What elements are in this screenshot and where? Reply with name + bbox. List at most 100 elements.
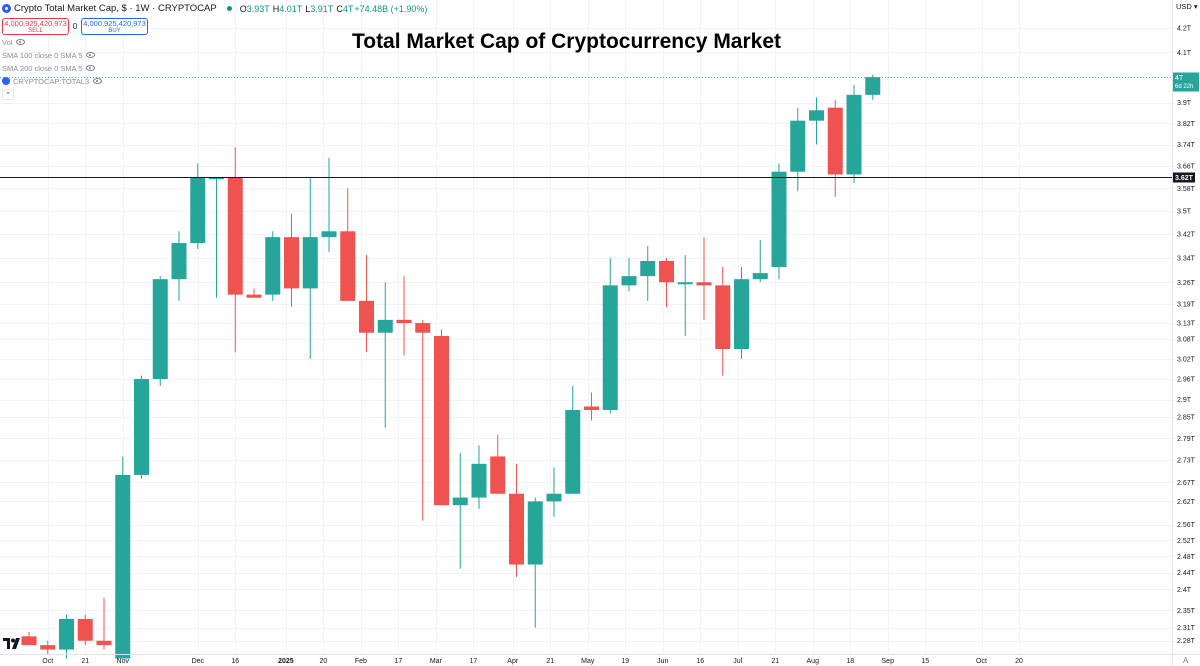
time-tick-label: 17 [469,658,477,665]
price-tick-label: 4.1T [1177,50,1192,57]
symbol-row[interactable]: Crypto Total Market Cap, $ · 1W · CRYPTO… [2,2,428,15]
candle [546,467,562,517]
candle [490,434,506,494]
candle [584,392,599,421]
price-tick-label: 4.2T [1177,26,1192,33]
candle-body [359,300,374,333]
indicator-vol-label: Vol [2,37,13,47]
candle [865,74,881,100]
auto-scale-button[interactable]: A [1183,656,1189,665]
symbol-logo-icon [2,4,11,13]
candle [115,456,131,659]
candle-body [284,237,299,289]
candle-body [171,243,187,280]
eye-icon[interactable] [93,78,103,84]
candle [21,631,37,646]
price-tick-label: 2.79T [1177,436,1196,443]
candle-body [602,285,618,410]
candle [696,237,712,320]
time-tick-label: 18 [846,658,854,665]
candle-body [452,497,468,506]
indicator-compare[interactable]: CRYPTOCAP:TOTAL3 [2,75,428,87]
market-status-icon [226,6,232,11]
sell-button[interactable]: 4,000,925,420,973 SELL [2,17,69,35]
candle-body [190,177,206,244]
symbol-title[interactable]: Crypto Total Market Cap, $ · 1W · CRYPTO… [14,3,217,14]
time-tick-label: 15 [921,658,929,665]
candle-body [471,463,487,498]
candle [209,177,224,298]
price-tick-label: 3.66T [1177,164,1196,171]
indicator-vol[interactable]: Vol [2,36,428,48]
time-tick-label: 20 [319,658,327,665]
tradingview-logo-icon[interactable] [3,638,23,650]
chart-title: Total Market Cap of Cryptocurrency Marke… [351,30,782,53]
time-tick-label: Nov [117,658,130,665]
eye-icon[interactable] [16,39,26,45]
candle [321,158,337,252]
collapse-legend-button[interactable]: ⌃ [2,89,14,100]
candle [40,640,56,654]
time-tick-label: Oct [42,658,53,665]
eye-icon[interactable] [86,65,96,71]
time-tick-label: Jul [733,658,742,665]
sell-price: 4,000,925,420,973 [4,18,67,28]
candle-body [640,260,656,277]
currency-selector[interactable]: USD ▾ [1176,2,1198,11]
ohlc-close-value: 4T [342,3,354,14]
candle [790,107,806,192]
candle [509,463,524,577]
indicator-sma200-label: SMA 200 close 0 SMA 5 [2,63,83,73]
candles [21,74,881,659]
time-tick-label: 16 [696,658,704,665]
time-tick-label: Feb [355,658,367,665]
price-tick-label: 2.35T [1177,608,1196,615]
price-tick-label: 3.9T [1177,100,1192,107]
candle [602,257,618,414]
eye-icon[interactable] [86,52,96,58]
candle-body [752,273,768,280]
candle-body [546,493,562,502]
horizontal-line-label: 3.62T [1175,175,1194,182]
price-tick-label: 2.56T [1177,522,1196,529]
candle-body [134,379,149,475]
time-tick-label: 21 [546,658,554,665]
chevron-up-icon: ⌃ [5,91,11,99]
time-tick-label: 16 [231,658,239,665]
candle [152,276,168,386]
price-tick-label: 2.62T [1177,499,1196,506]
candle [377,282,393,428]
candle-body [321,231,337,238]
candle [527,497,543,628]
price-axis[interactable]: 4.2T 4.1T 3.9T 3.82T 3.74T 3.66T 3.58T 3.5T 3.42… [1172,0,1196,666]
indicator-sma100[interactable]: SMA 100 close 0 SMA 5 [2,49,428,61]
time-tick-label: Aug [807,658,820,665]
candle-body [302,237,318,289]
price-tick-label: 2.96T [1177,377,1196,384]
buy-button[interactable]: 4,000,925,420,973 BUY [81,17,148,35]
candle [134,375,149,479]
candle-body [565,409,581,494]
candle [227,147,243,353]
candle [415,319,431,521]
time-tick-label: Dec [192,658,205,665]
chart-legend: Crypto Total Market Cap, $ · 1W · CRYPTO… [2,2,428,100]
candle [715,266,731,376]
price-tick-label: 2.9T [1177,397,1192,404]
candle [752,240,768,283]
price-tick-label: 3.58T [1177,186,1196,193]
candle [396,276,412,356]
candle [771,163,787,280]
candle-body [659,260,674,283]
ohlc-open-value: 3.93T [246,3,270,14]
candle-body [115,474,131,659]
candle [621,257,637,292]
candle [565,385,581,494]
indicator-sma200[interactable]: SMA 200 close 0 SMA 5 [2,62,428,74]
candle-body [490,456,506,494]
candle [190,163,206,249]
price-tick-label: 3.34T [1177,255,1196,262]
time-axis[interactable]: Oct 21 Nov Dec 16 2025 20 Feb 17 Mar 17 Apr 21 May 19 J… [0,654,1200,666]
last-price-label: 4T [1175,75,1184,82]
